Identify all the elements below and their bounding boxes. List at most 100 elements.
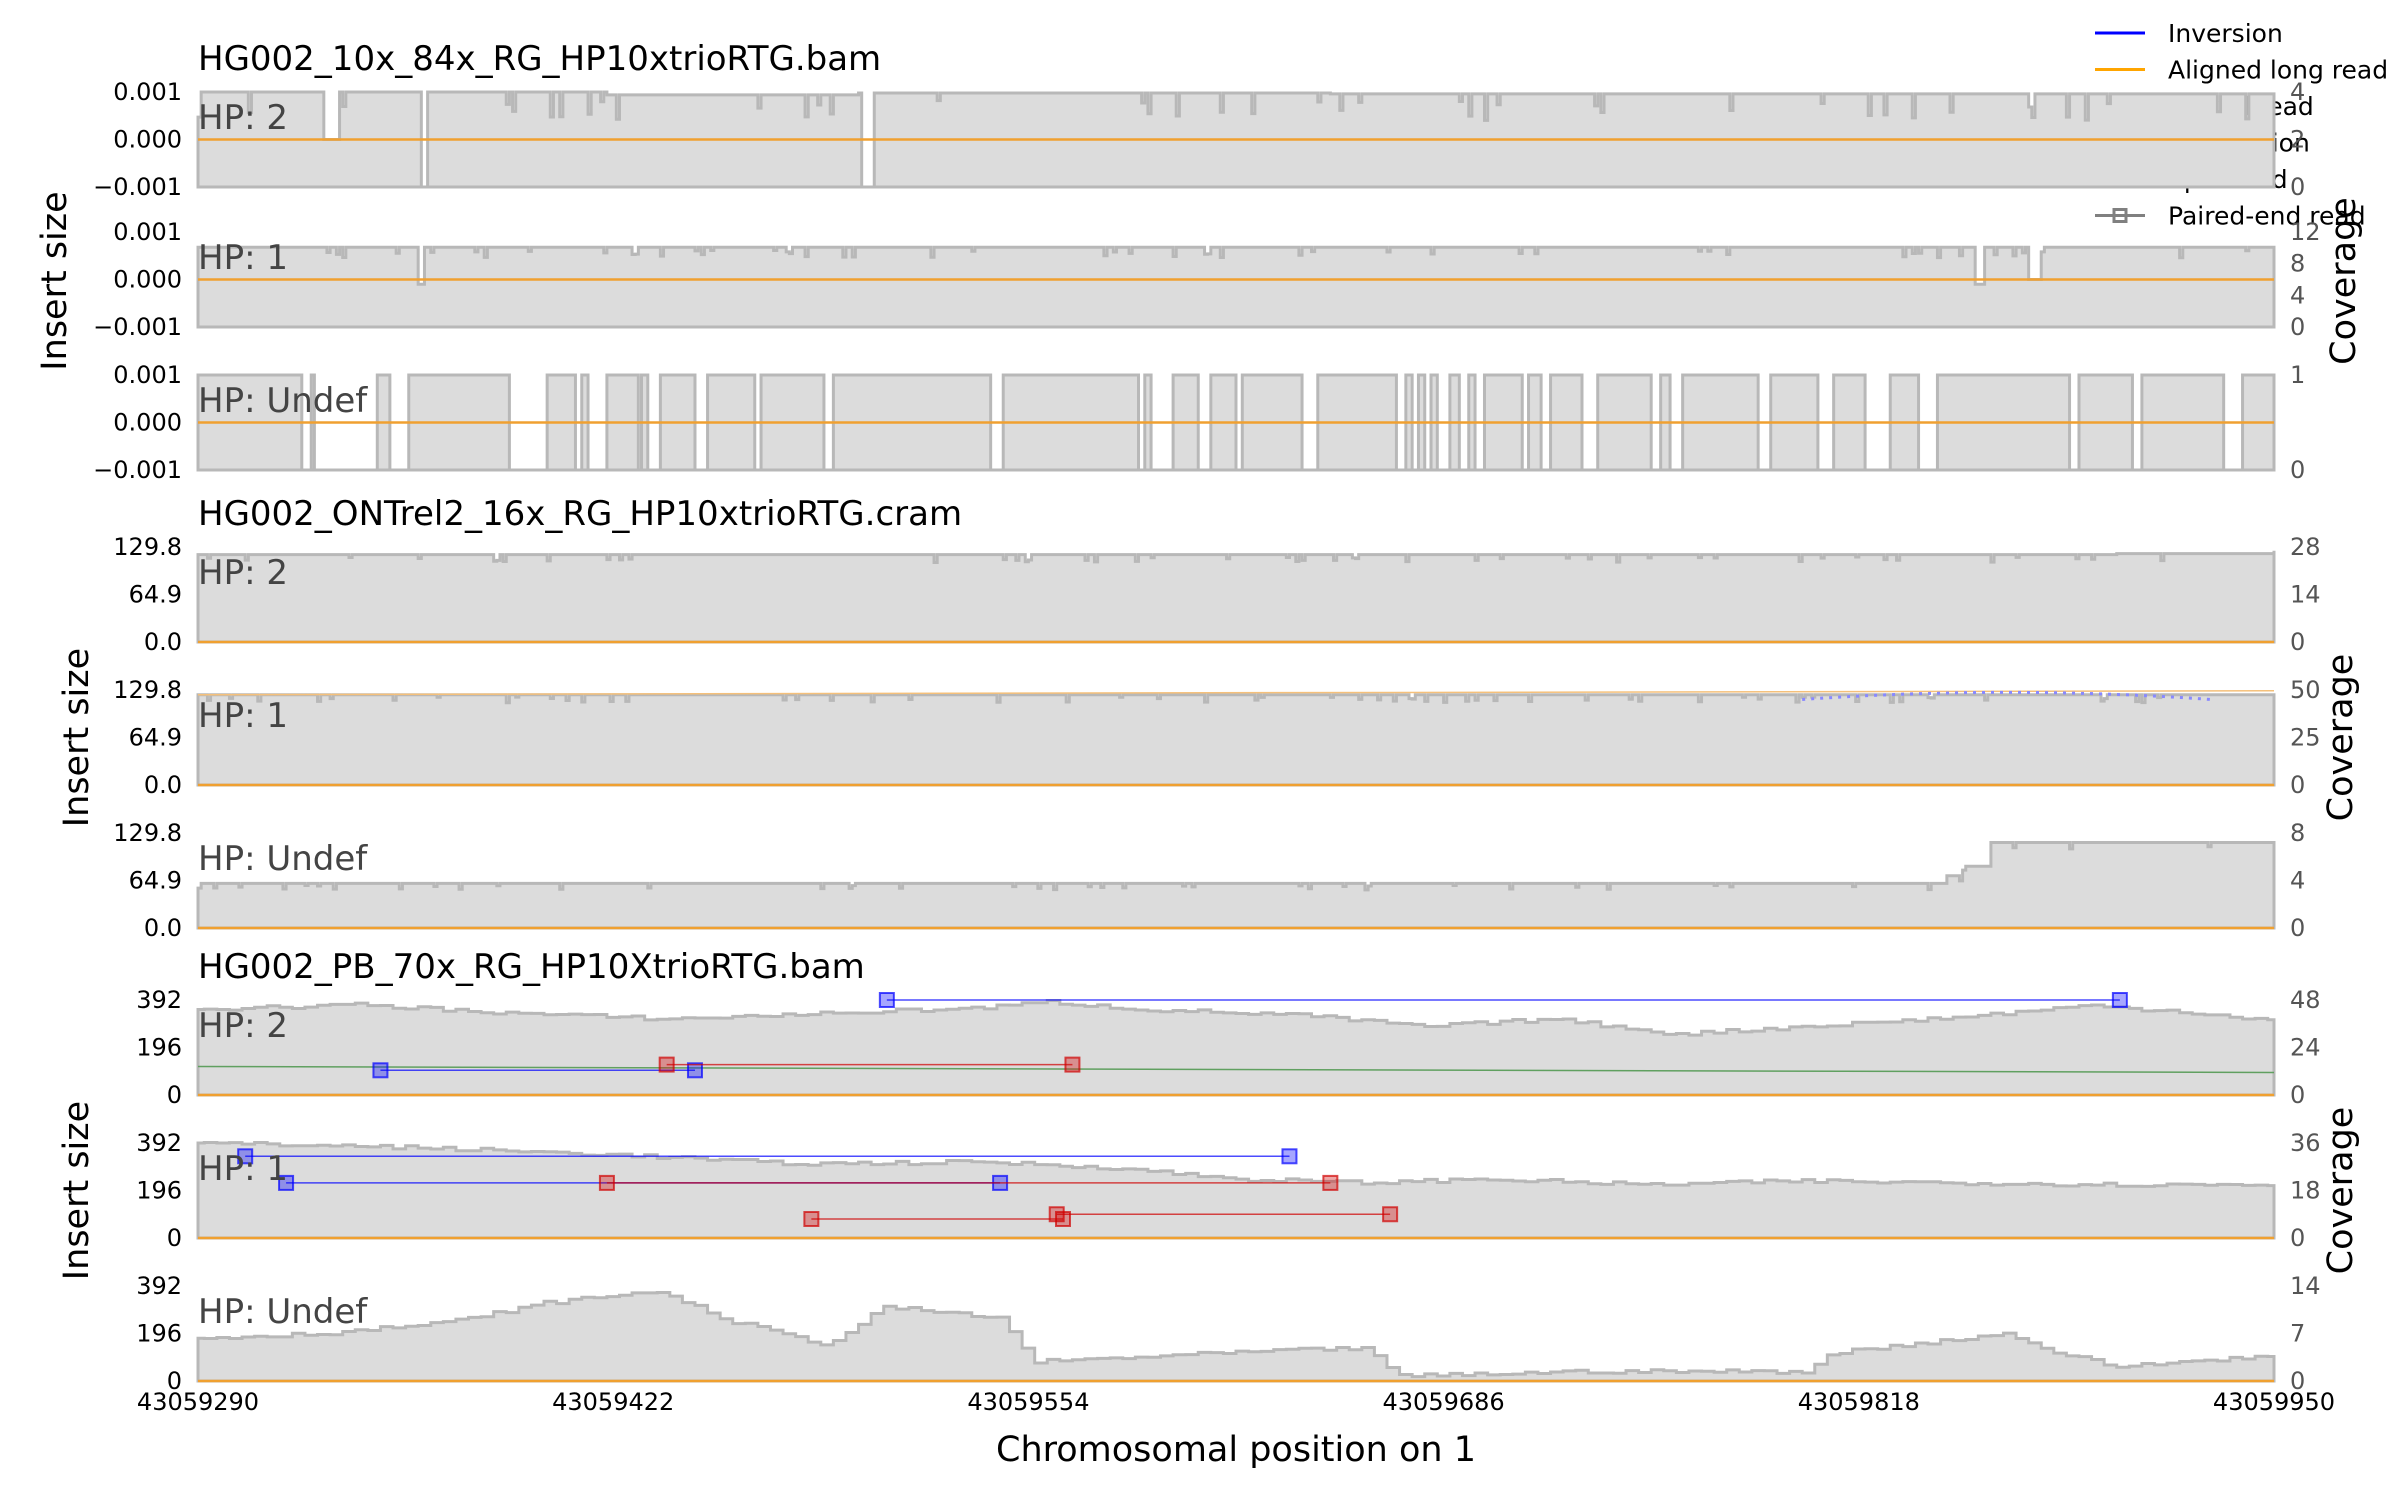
legend-label: Paired-end read (2168, 202, 2366, 231)
coverage-area (196, 998, 2276, 1097)
y-axis-label: Insert size (35, 191, 75, 370)
x-tick-label: 43059290 (137, 1388, 259, 1416)
legend-item: Paired-end read (2095, 202, 2366, 231)
y-tick-label: −0.001 (93, 456, 182, 484)
haplotype-label: HP: Undef (198, 381, 368, 421)
coverage-area (196, 1291, 2276, 1383)
paired-end-marker (658, 1056, 675, 1073)
y2-tick-label: 0 (2290, 313, 2305, 341)
y2-tick-label: 1 (2290, 361, 2305, 389)
track-group: HG002_ONTrel2_16x_RG_HP10xtrioRTG.cram In… (57, 494, 2361, 942)
x-tick-label: 43059422 (552, 1388, 674, 1416)
y2-tick-label: 7 (2290, 1320, 2305, 1348)
paired-end-read (1048, 1206, 1399, 1223)
y-tick-label: 0.0 (144, 628, 182, 656)
track-title: HG002_PB_70x_RG_HP10XtrioRTG.bam (198, 947, 865, 987)
panel: 0.001 0.000 −0.001 1 0 HP: Undef (93, 361, 2305, 484)
track-title: HG002_ONTrel2_16x_RG_HP10xtrioRTG.cram (198, 494, 962, 534)
track-group: HG002_PB_70x_RG_HP10XtrioRTG.bam Insert s… (57, 947, 2361, 1395)
y-tick-label: 392 (136, 986, 182, 1014)
x-axis-label: Chromosomal position on 1 (996, 1430, 1476, 1470)
split-read-arc (1802, 690, 2212, 701)
y-tick-label: 0.000 (113, 409, 182, 437)
y-tick-label: 196 (136, 1320, 182, 1348)
panel: 129.8 64.9 0.0 28 14 0 HP: 2 (113, 533, 2320, 656)
y2-tick-label: 4 (2290, 867, 2305, 895)
x-tick-label: 43059950 (2213, 1388, 2335, 1416)
y-tick-label: 196 (136, 1177, 182, 1205)
aligned-long-read-line (197, 690, 2275, 696)
paired-end-marker (878, 992, 895, 1008)
y2-tick-label: 0 (2290, 1367, 2305, 1395)
y2-tick-label: 0 (2290, 1224, 2305, 1252)
y2-tick-label: 24 (2290, 1034, 2321, 1062)
paired-end-read (598, 1174, 1339, 1191)
y2-axis-label: Coverage (2324, 197, 2364, 365)
y-tick-label: 0.0 (144, 914, 182, 942)
y-tick-label: 196 (136, 1034, 182, 1062)
y2-tick-label: 14 (2290, 1272, 2321, 1300)
y2-tick-label: 36 (2290, 1129, 2321, 1157)
haplotype-label: HP: Undef (198, 1292, 368, 1332)
y2-axis-label: Coverage (2321, 1107, 2361, 1275)
y-tick-label: 392 (136, 1129, 182, 1157)
y-tick-label: 0.000 (113, 266, 182, 294)
y2-tick-label: 50 (2290, 676, 2321, 704)
y-tick-label: 129.8 (113, 533, 182, 561)
paired-end-marker (1281, 1148, 1298, 1165)
x-tick-label: 43059686 (1383, 1388, 1505, 1416)
y-axis-label: Insert size (57, 1101, 97, 1280)
coverage-area (196, 1140, 2276, 1240)
panel: 392 196 0 48 24 0 HP: 2 (136, 986, 2320, 1109)
y-tick-label: 0.001 (113, 218, 182, 246)
y2-tick-label: 0 (2290, 1081, 2305, 1109)
panel: 0.001 0.000 −0.001 4 2 0 HP: 2 (93, 78, 2305, 201)
y-tick-label: −0.001 (93, 173, 182, 201)
y2-tick-label: 0 (2290, 456, 2305, 484)
y2-tick-label: 4 (2290, 281, 2305, 309)
y2-tick-label: 8 (2290, 250, 2305, 278)
track-title: HG002_10x_84x_RG_HP10xtrioRTG.bam (198, 39, 881, 79)
legend-label: Inversion (2168, 19, 2283, 48)
panel: 0.001 0.000 −0.001 12 8 4 0 HP: 1 (93, 218, 2320, 341)
haplotype-label: HP: 1 (198, 696, 288, 736)
paired-end-read (878, 992, 2128, 1008)
y-axis-label: Insert size (57, 648, 97, 827)
legend-label: Aligned long read (2168, 56, 2388, 85)
y-tick-label: 64.9 (129, 867, 182, 895)
y-tick-label: 0 (167, 1367, 182, 1395)
haplotype-label: HP: Undef (198, 839, 368, 879)
linked-read-line (197, 1065, 2275, 1074)
paired-end-read (372, 1062, 703, 1079)
panel: 129.8 64.9 0.0 8 4 0 HP: Undef (113, 819, 2305, 942)
haplotype-label: HP: 1 (198, 1149, 288, 1189)
paired-end-marker (1322, 1174, 1339, 1191)
paired-end-marker (598, 1174, 615, 1191)
panel: 392 196 0 36 18 0 HP: 1 (136, 1129, 2320, 1252)
y2-tick-label: 0 (2290, 628, 2305, 656)
y2-tick-label: 0 (2290, 173, 2305, 201)
x-tick-label: 43059818 (1798, 1388, 1920, 1416)
panel: 392 196 0 14 7 0 HP: Undef (136, 1272, 2320, 1395)
y2-tick-label: 28 (2290, 533, 2321, 561)
y-tick-label: 0.000 (113, 126, 182, 154)
y2-tick-label: 4 (2290, 78, 2305, 106)
y-tick-label: 0 (167, 1224, 182, 1252)
y2-tick-label: 0 (2290, 771, 2305, 799)
paired-end-marker (1064, 1056, 1081, 1073)
y2-tick-label: 0 (2290, 914, 2305, 942)
y-tick-label: 129.8 (113, 676, 182, 704)
y-tick-label: 0 (167, 1081, 182, 1109)
y-tick-label: 392 (136, 1272, 182, 1300)
panel: 129.8 64.9 0.0 50 25 0 HP: 1 (113, 676, 2320, 799)
y2-tick-label: 12 (2290, 218, 2321, 246)
track-group: HG002_10x_84x_RG_HP10xtrioRTG.bam Insert … (35, 39, 2364, 484)
y-tick-label: 0.0 (144, 771, 182, 799)
y2-tick-label: 14 (2290, 581, 2321, 609)
paired-end-marker (1382, 1206, 1399, 1223)
y2-tick-label: 25 (2290, 724, 2321, 752)
legend-marker (2112, 208, 2128, 223)
haplotype-label: HP: 2 (198, 553, 288, 593)
coverage-area (196, 693, 2276, 787)
